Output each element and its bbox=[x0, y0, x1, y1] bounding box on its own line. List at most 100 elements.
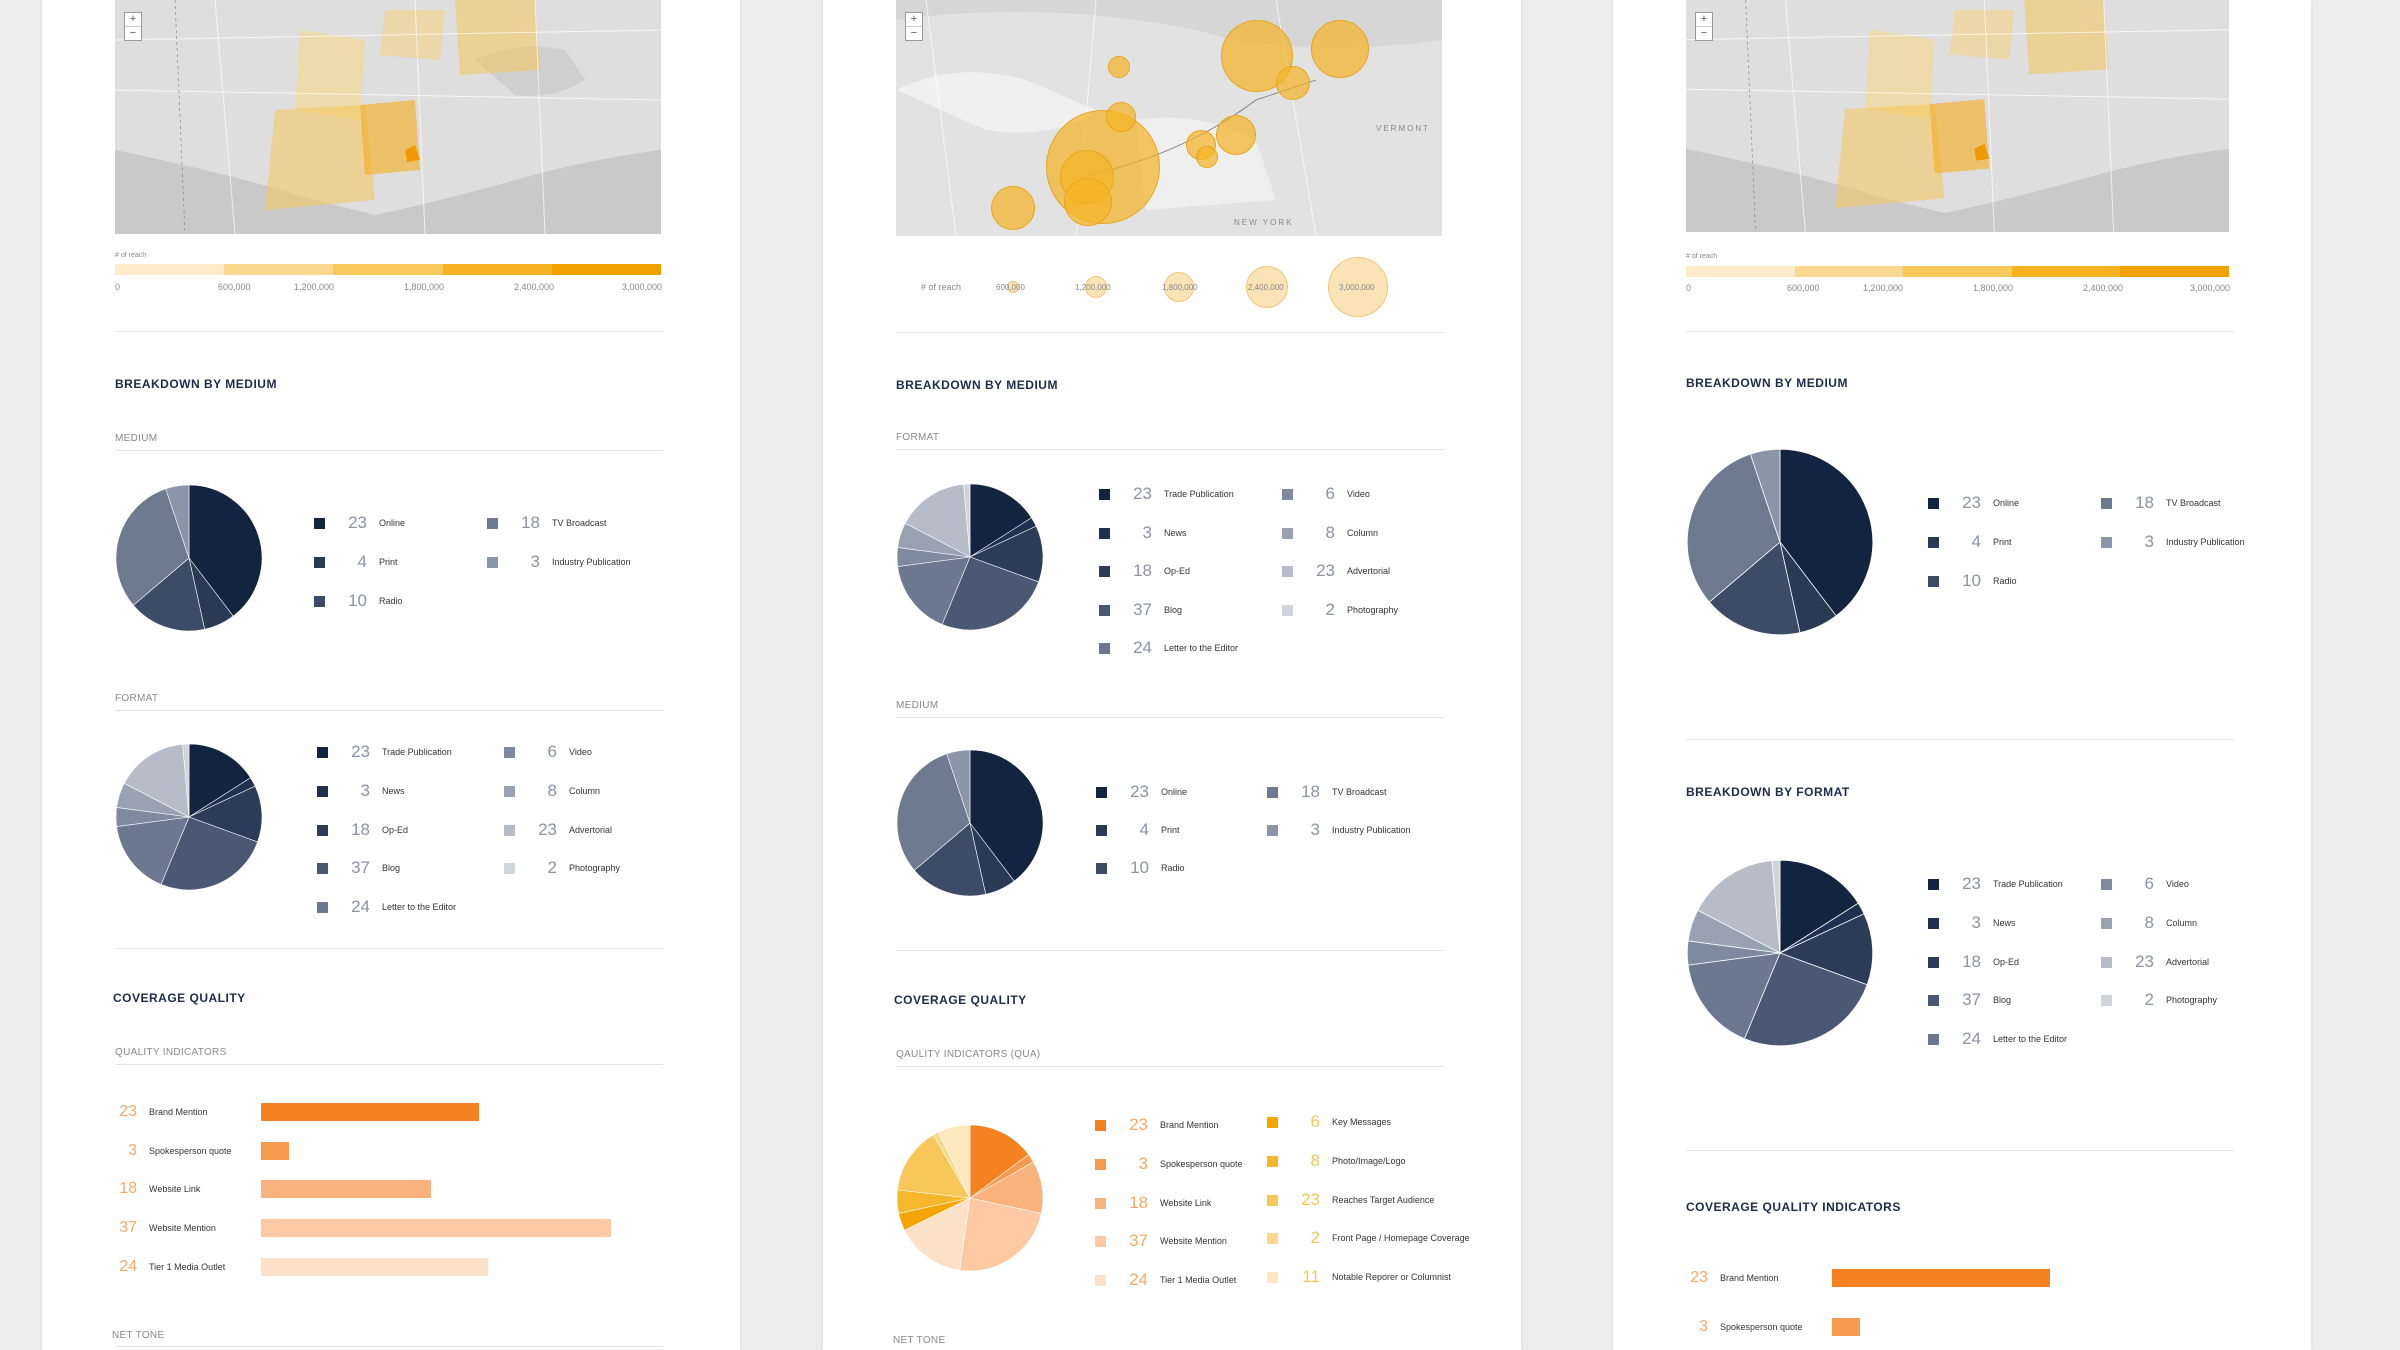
legend-label: Online bbox=[1993, 498, 2020, 508]
sub-title-quality-indicators: QAULITY INDICATORS (QUA) bbox=[896, 1049, 1041, 1060]
legend-swatch bbox=[504, 785, 515, 797]
legend-label: Website Mention bbox=[1160, 1236, 1227, 1246]
zoom-out-button[interactable]: − bbox=[906, 26, 922, 40]
legend-count: 4 bbox=[1139, 820, 1149, 839]
legend-count: 24 bbox=[1133, 638, 1152, 657]
legend-count: 24 bbox=[351, 897, 370, 916]
reach-scale-title: # of reach bbox=[115, 252, 147, 259]
legend-swatch bbox=[1096, 862, 1107, 874]
legend-label: News bbox=[1164, 528, 1187, 538]
bubble-map[interactable]: + − NEW YORK VERMONT bbox=[896, 0, 1442, 236]
legend-item-key-messages: 6 Key Messages bbox=[1267, 1112, 1391, 1132]
legend-label: Tier 1 Media Outlet bbox=[1160, 1275, 1237, 1285]
legend-count: 24 bbox=[1129, 1270, 1148, 1289]
zoom-out-button[interactable]: − bbox=[1696, 26, 1712, 40]
pie-slice bbox=[1687, 952, 1781, 1040]
zoom-in-button[interactable]: + bbox=[1700, 13, 1708, 25]
reach-tick: 1,200,000 bbox=[1863, 283, 1904, 293]
legend-count: 2 bbox=[1310, 1228, 1320, 1247]
reach-scale-segment bbox=[2120, 266, 2229, 277]
medium-pie-chart bbox=[1686, 448, 1874, 636]
map-bubble[interactable] bbox=[1064, 178, 1112, 226]
section-divider bbox=[115, 948, 663, 949]
legend-item-website-mention: 37 Website Mention bbox=[1095, 1231, 1227, 1251]
zoom-out-button[interactable]: − bbox=[125, 26, 141, 40]
sub-divider bbox=[115, 1346, 663, 1347]
legend-count: 4 bbox=[357, 552, 367, 571]
section-divider bbox=[1686, 739, 2234, 740]
legend-item-reaches-target-audience: 23 Reaches Target Audience bbox=[1267, 1190, 1434, 1210]
legend-label: Column bbox=[2166, 918, 2198, 928]
legend-label: Online bbox=[379, 518, 406, 528]
pie-slice bbox=[938, 1124, 971, 1199]
legend-swatch bbox=[487, 517, 498, 529]
map-bubble[interactable] bbox=[991, 186, 1035, 230]
legend-swatch bbox=[1096, 824, 1107, 836]
legend-swatch bbox=[1095, 1274, 1106, 1286]
legend-swatch bbox=[317, 901, 328, 913]
legend-item-video: 6 Video bbox=[1282, 484, 1370, 504]
choropleth-map[interactable]: + − bbox=[1686, 0, 2229, 232]
section-divider bbox=[1686, 331, 2234, 332]
legend-swatch bbox=[504, 746, 515, 758]
reach-scale-segment bbox=[224, 264, 334, 275]
legend-label: Advertorial bbox=[1347, 566, 1391, 576]
legend-label: Spokesperson quote bbox=[1160, 1159, 1243, 1169]
legend-swatch bbox=[1267, 1116, 1278, 1128]
legend-count: 37 bbox=[1133, 600, 1152, 619]
map-bubble[interactable] bbox=[1311, 20, 1369, 78]
legend-item-op-ed: 18 Op-Ed bbox=[1099, 561, 1190, 581]
legend-swatch bbox=[1928, 1033, 1939, 1045]
quality-bar bbox=[261, 1103, 479, 1121]
legend-count: 23 bbox=[351, 742, 370, 761]
legend-swatch bbox=[1267, 1155, 1278, 1167]
legend-swatch bbox=[1282, 488, 1293, 500]
reach-scale-segment bbox=[2011, 266, 2121, 277]
reach-tick: 0 bbox=[115, 282, 121, 292]
legend-swatch bbox=[1282, 565, 1293, 577]
pie-slice bbox=[904, 1197, 971, 1271]
quality-bar-row: 24 Tier 1 Media Outlet bbox=[115, 1258, 488, 1276]
reach-scale-segment bbox=[1686, 266, 1795, 277]
legend-count: 3 bbox=[1142, 523, 1152, 542]
pie-slice bbox=[1779, 913, 1874, 986]
legend-count: 23 bbox=[1133, 484, 1152, 503]
choropleth-map[interactable]: + − bbox=[115, 0, 661, 234]
bar-label: Spokesperson quote bbox=[149, 1146, 232, 1156]
legend-swatch bbox=[1928, 575, 1939, 587]
legend-swatch bbox=[1928, 917, 1939, 929]
report-panel-2: + − NEW YORK VERMONT # of reach 600,000 … bbox=[823, 0, 1521, 1350]
legend-swatch bbox=[1282, 604, 1293, 616]
legend-count: 23 bbox=[1130, 782, 1149, 801]
legend-label: Op-Ed bbox=[382, 825, 409, 835]
medium-pie-chart bbox=[115, 484, 263, 632]
quality-bar bbox=[261, 1258, 488, 1276]
legend-item-photography: 2 Photography bbox=[504, 858, 620, 878]
legend-label: Video bbox=[2166, 879, 2189, 889]
pie-slice bbox=[1708, 541, 1801, 636]
quality-bar bbox=[1832, 1269, 2050, 1287]
legend-item-photography: 2 Photography bbox=[2101, 990, 2217, 1010]
report-panel-3: + − # of reach 0 600,000 1,200,000 1,800… bbox=[1613, 0, 2311, 1350]
pie-slice bbox=[897, 1134, 971, 1199]
map-bubble[interactable] bbox=[1216, 115, 1256, 155]
pie-slice bbox=[160, 816, 258, 891]
sub-divider bbox=[115, 710, 663, 711]
map-canvas bbox=[115, 0, 661, 234]
legend-count: 23 bbox=[2135, 952, 2154, 971]
legend-label: Radio bbox=[379, 596, 403, 606]
legend-label: Radio bbox=[1161, 863, 1185, 873]
map-bubble[interactable] bbox=[1196, 146, 1218, 168]
map-bubble[interactable] bbox=[1108, 56, 1130, 78]
zoom-in-button[interactable]: + bbox=[910, 13, 918, 25]
legend-item-column: 8 Column bbox=[1282, 523, 1378, 543]
legend-label: Photo/Image/Logo bbox=[1332, 1156, 1406, 1166]
pie-slice bbox=[963, 483, 971, 558]
reach-scale-segment bbox=[1903, 266, 2012, 277]
legend-label: Blog bbox=[382, 863, 401, 873]
zoom-in-button[interactable]: + bbox=[129, 13, 137, 25]
legend-count: 6 bbox=[2144, 874, 2154, 893]
map-bubble[interactable] bbox=[1276, 66, 1310, 100]
map-bubble[interactable] bbox=[1106, 102, 1136, 132]
bubble-scale-circle bbox=[1085, 276, 1107, 298]
